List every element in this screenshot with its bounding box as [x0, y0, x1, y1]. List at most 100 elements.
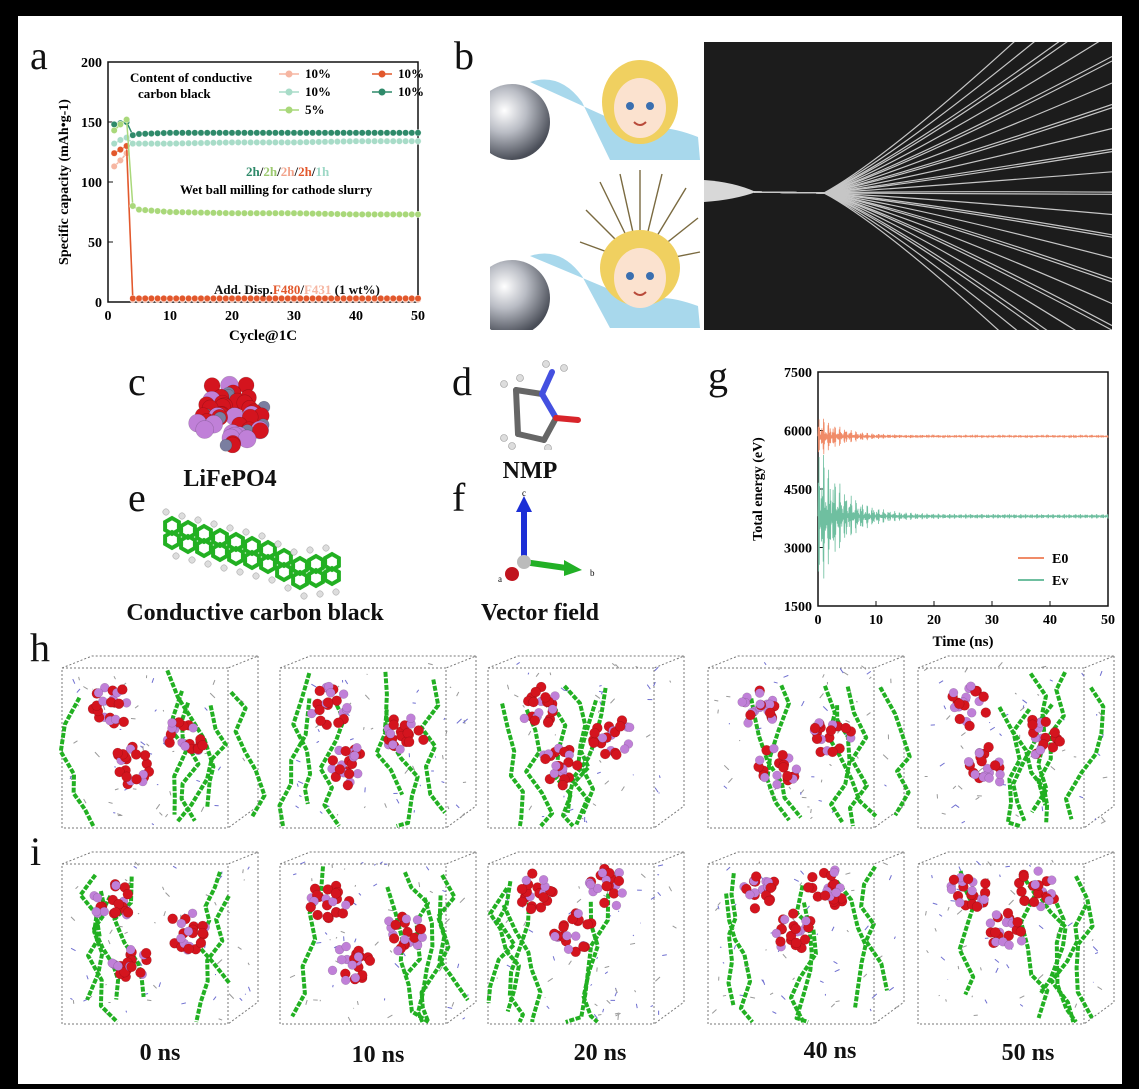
- carbon-chain: [385, 886, 430, 1024]
- data-point: [271, 139, 279, 146]
- cluster-atom: [775, 936, 786, 947]
- solvent-molecule: [443, 717, 446, 721]
- solvent-molecule: [316, 941, 322, 944]
- cluster-atom: [364, 955, 376, 966]
- solvent-molecule: [344, 679, 349, 685]
- cluster-atom: [1046, 875, 1057, 885]
- solvent-molecule: [782, 953, 787, 959]
- solvent-molecule: [425, 866, 430, 871]
- solvent-molecule: [445, 730, 448, 735]
- cluster-atom: [139, 750, 151, 761]
- cluster-atom: [807, 871, 818, 883]
- data-point: [228, 139, 236, 146]
- data-point: [290, 129, 298, 137]
- snapshot-i-1: [279, 851, 477, 1025]
- solvent-molecule: [217, 766, 222, 771]
- cluster-atom: [538, 892, 549, 903]
- solvent-molecule: [137, 912, 140, 915]
- cluster-atom: [562, 931, 572, 941]
- solvent-molecule: [228, 993, 235, 999]
- cluster-atom: [418, 734, 429, 745]
- solvent-molecule: [384, 803, 387, 808]
- cluster-atom: [745, 709, 756, 721]
- solvent-molecule: [298, 780, 304, 785]
- x-tick-label: 50: [1101, 613, 1115, 628]
- cluster-atom: [809, 722, 821, 734]
- cluster-atom: [93, 688, 104, 698]
- cluster-atom: [811, 733, 823, 745]
- y-tick-label: 4500: [784, 483, 812, 498]
- panel-label-i: i: [30, 829, 42, 874]
- legend-title: Content of conductive: [130, 70, 252, 85]
- carbon-ring: [307, 567, 325, 589]
- solvent-molecule: [83, 686, 88, 690]
- data-point: [364, 137, 372, 145]
- solvent-molecule: [931, 875, 933, 879]
- fiber-strand: [753, 191, 1000, 330]
- caption-nmp: NMP: [502, 458, 558, 484]
- solvent-molecule: [995, 967, 999, 973]
- cluster-atom: [350, 973, 361, 983]
- time-label-1: 10 ns: [351, 1042, 405, 1068]
- data-point: [222, 209, 230, 217]
- cluster-atom: [542, 717, 554, 728]
- cluster-atom: [167, 913, 178, 925]
- snapshot-h-2: [487, 655, 685, 829]
- hydrogen-atom: [172, 552, 180, 560]
- box-back: [707, 655, 905, 829]
- solvent-molecule: [761, 979, 765, 984]
- data-point: [340, 210, 347, 218]
- cluster-atom: [953, 698, 965, 710]
- data-point: [166, 140, 174, 148]
- solvent-molecule: [1100, 820, 1106, 824]
- solvent-molecule: [951, 804, 956, 809]
- data-point: [383, 294, 391, 302]
- data-point: [346, 210, 354, 218]
- solvent-molecule: [441, 781, 445, 784]
- data-point: [160, 294, 168, 302]
- x-tick-label: 10: [869, 613, 883, 628]
- data-point: [135, 130, 143, 138]
- legend-marker: [285, 88, 293, 96]
- data-point: [110, 127, 118, 134]
- cluster-atom: [352, 768, 363, 779]
- cluster-atom: [327, 755, 339, 766]
- solvent-molecule: [769, 992, 774, 996]
- solvent-molecule: [146, 999, 152, 1002]
- solvent-molecule: [83, 798, 87, 804]
- y-tick-label: 3000: [784, 542, 812, 557]
- solvent-molecule: [209, 692, 216, 699]
- data-point: [148, 130, 155, 137]
- cluster-atom: [1047, 742, 1059, 753]
- solvent-molecule: [888, 875, 892, 881]
- solvent-molecule: [134, 861, 139, 866]
- solvent-molecule: [610, 698, 616, 704]
- y-tick-label: 150: [81, 116, 102, 131]
- data-point: [284, 129, 292, 137]
- solvent-molecule: [335, 936, 338, 939]
- solvent-molecule: [662, 954, 667, 956]
- solvent-molecule: [247, 986, 251, 992]
- energy-plot-area: 0 10 20 30 40 50 1500 3000 4500 6000 7500 Time (ns)…: [751, 366, 1115, 650]
- cluster-atom: [406, 713, 416, 723]
- data-point: [346, 129, 354, 137]
- nmp-molecule: [500, 360, 581, 450]
- solvent-molecule: [888, 986, 895, 991]
- solvent-molecule: [615, 1012, 621, 1017]
- data-point: [377, 210, 385, 218]
- data-point: [216, 129, 224, 137]
- solvent-molecule: [444, 918, 450, 924]
- data-point: [408, 137, 416, 145]
- solvent-molecule: [604, 971, 609, 975]
- solvent-molecule: [723, 785, 728, 789]
- time-label-2: 20 ns: [573, 1040, 627, 1066]
- box-front: [707, 667, 875, 829]
- data-point: [185, 139, 193, 147]
- solvent-molecule: [1100, 816, 1106, 822]
- data-point: [296, 138, 304, 146]
- cluster-atom: [954, 713, 966, 725]
- cluster-atom: [121, 771, 132, 783]
- cluster-atom: [777, 749, 788, 761]
- carbon-ring: [291, 569, 309, 591]
- solvent-molecule: [387, 1014, 393, 1019]
